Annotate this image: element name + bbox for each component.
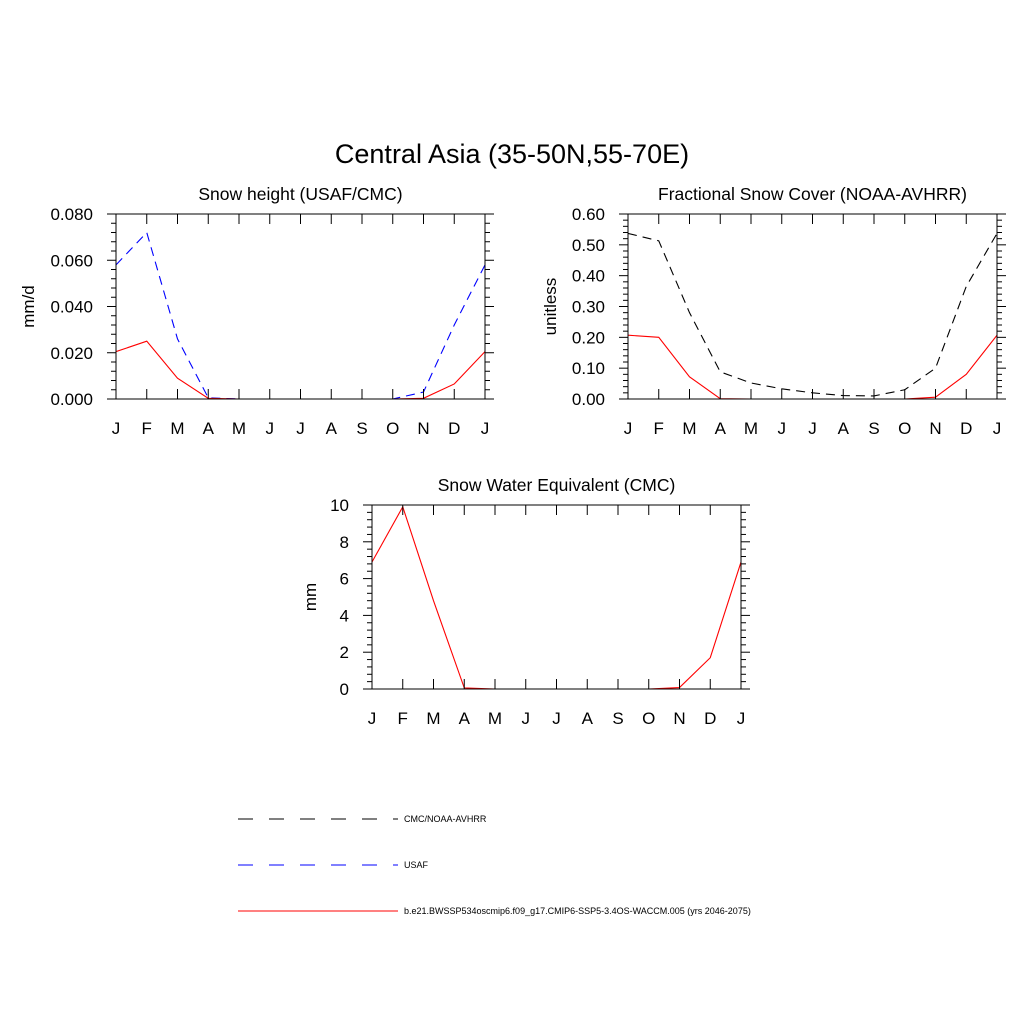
y-tick-label: 0.020	[50, 344, 93, 363]
legend-label-3: b.e21.BWSSP534oscmip6.f09_g17.CMIP6-SSP5…	[404, 906, 751, 916]
x-tick-label: J	[808, 419, 817, 438]
x-tick-label: S	[868, 419, 879, 438]
x-tick-label: D	[960, 419, 972, 438]
x-tick-label: S	[612, 709, 623, 728]
x-tick-label: J	[737, 709, 746, 728]
x-tick-label: A	[203, 419, 215, 438]
figure-title: Central Asia (35-50N,55-70E)	[335, 139, 689, 169]
x-tick-label: D	[448, 419, 460, 438]
x-tick-label: O	[898, 419, 911, 438]
x-tick-label: F	[142, 419, 152, 438]
y-tick-label: 2	[340, 643, 349, 662]
x-tick-label: A	[838, 419, 850, 438]
x-tick-label: O	[642, 709, 655, 728]
y-tick-label: 4	[340, 606, 349, 625]
x-tick-label: A	[715, 419, 727, 438]
series-line-1	[628, 232, 997, 397]
x-tick-label: M	[682, 419, 696, 438]
panel-title: Fractional Snow Cover (NOAA-AVHRR)	[658, 184, 967, 204]
series-line-2	[372, 505, 741, 690]
y-tick-label: 0.60	[572, 205, 605, 224]
x-tick-label: J	[993, 419, 1002, 438]
y-tick-label: 0.040	[50, 298, 93, 317]
legend: CMC/NOAA-AVHRR USAF b.e21.BWSSP534oscmip6.…	[238, 814, 751, 916]
x-tick-label: J	[368, 709, 377, 728]
y-axis-label: mm/d	[19, 285, 38, 328]
x-tick-label: F	[654, 419, 664, 438]
y-tick-label: 0.40	[572, 267, 605, 286]
legend-label-2: USAF	[404, 860, 429, 870]
y-axis-label: unitless	[541, 278, 560, 336]
y-tick-label: 0.000	[50, 390, 93, 409]
x-tick-label: M	[426, 709, 440, 728]
y-tick-label: 8	[340, 533, 349, 552]
x-tick-label: M	[488, 709, 502, 728]
y-tick-label: 0.20	[572, 328, 605, 347]
x-tick-label: J	[112, 419, 121, 438]
y-tick-label: 6	[340, 570, 349, 589]
plot-frame	[371, 504, 742, 690]
x-tick-label: M	[170, 419, 184, 438]
x-tick-label: J	[266, 419, 275, 438]
panel-title: Snow height (USAF/CMC)	[198, 184, 402, 204]
chart-panel-2: Fractional Snow Cover (NOAA-AVHRR) unitle…	[541, 184, 1006, 438]
plot-frame	[627, 213, 998, 400]
x-tick-label: J	[296, 419, 305, 438]
legend-label-1: CMC/NOAA-AVHRR	[404, 814, 487, 824]
x-tick-label: N	[673, 709, 685, 728]
y-tick-label: 0.00	[572, 390, 605, 409]
chart-panel-1: Snow height (USAF/CMC)mm/dJ F M A M J J A S O N D J0…	[19, 184, 494, 438]
x-tick-label: D	[704, 709, 716, 728]
x-tick-label: M	[232, 419, 246, 438]
x-tick-label: F	[398, 709, 408, 728]
chart-panels: Snow height (USAF/CMC)mm/dJ F M A M J J A S O N D J0…	[19, 184, 1006, 728]
y-axis-label: mm	[301, 583, 320, 611]
x-tick-label: O	[386, 419, 399, 438]
x-tick-label: J	[522, 709, 531, 728]
x-tick-label: J	[624, 419, 633, 438]
x-tick-label: A	[326, 419, 338, 438]
y-tick-label: 0.50	[572, 236, 605, 255]
x-tick-label: A	[582, 709, 594, 728]
x-tick-label: J	[481, 419, 490, 438]
series-line-2	[116, 231, 485, 400]
x-tick-label: J	[552, 709, 561, 728]
y-tick-label: 0	[340, 680, 349, 699]
y-tick-label: 0.060	[50, 251, 93, 270]
x-tick-label: S	[356, 419, 367, 438]
x-tick-label: A	[459, 709, 471, 728]
x-tick-label: M	[744, 419, 758, 438]
y-tick-label: 0.080	[50, 205, 93, 224]
y-tick-label: 0.30	[572, 298, 605, 317]
y-tick-label: 0.10	[572, 359, 605, 378]
x-tick-label: N	[417, 419, 429, 438]
panel-title: Snow Water Equivalent (CMC)	[438, 475, 676, 495]
x-tick-label: N	[929, 419, 941, 438]
y-tick-label: 10	[330, 496, 349, 515]
chart-panel-3: Snow Water Equivalent (CMC)mmJ F M A M J J A S O N…	[301, 475, 750, 728]
x-tick-label: J	[778, 419, 787, 438]
